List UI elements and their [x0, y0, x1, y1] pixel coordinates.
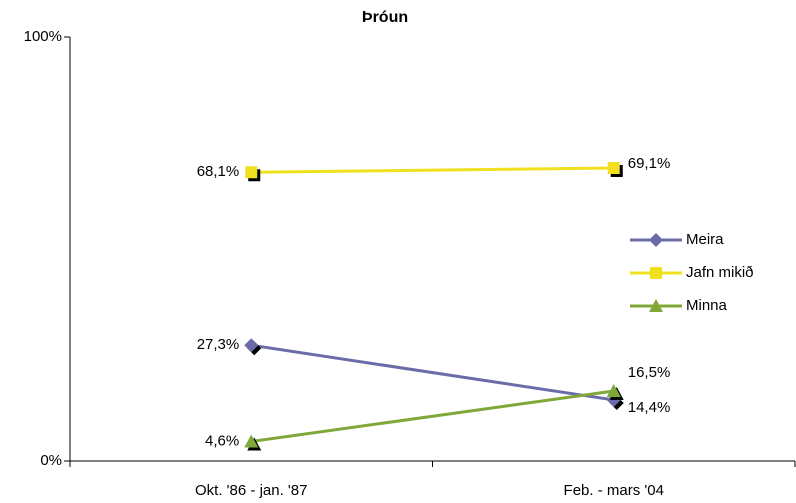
- legend-marker: [650, 267, 662, 279]
- series-line: [251, 389, 614, 443]
- legend-label: Jafn mikið: [686, 264, 754, 281]
- series-line: [251, 166, 614, 174]
- legend-marker: [649, 299, 663, 312]
- chart-title: Þróun: [362, 9, 408, 26]
- point: [607, 162, 620, 175]
- x-tick-label: Feb. - mars '04: [564, 482, 664, 499]
- data-label: 68,1%: [197, 163, 240, 180]
- x-tick-label: Okt. '86 - jan. '87: [195, 482, 307, 499]
- point: [244, 434, 259, 448]
- series-line: [251, 343, 614, 402]
- point: [606, 384, 621, 398]
- data-label: 4,6%: [205, 432, 239, 449]
- point: [245, 166, 258, 179]
- y-tick-label: 100%: [24, 28, 62, 45]
- legend-marker: [649, 233, 663, 247]
- point: [244, 338, 259, 353]
- data-label: 69,1%: [628, 155, 671, 172]
- data-label: 27,3%: [197, 336, 240, 353]
- y-tick-label: 0%: [40, 452, 62, 469]
- legend-label: Meira: [686, 231, 724, 248]
- data-label: 16,5%: [628, 364, 671, 381]
- data-label: 14,4%: [628, 399, 671, 416]
- legend-label: Minna: [686, 297, 728, 314]
